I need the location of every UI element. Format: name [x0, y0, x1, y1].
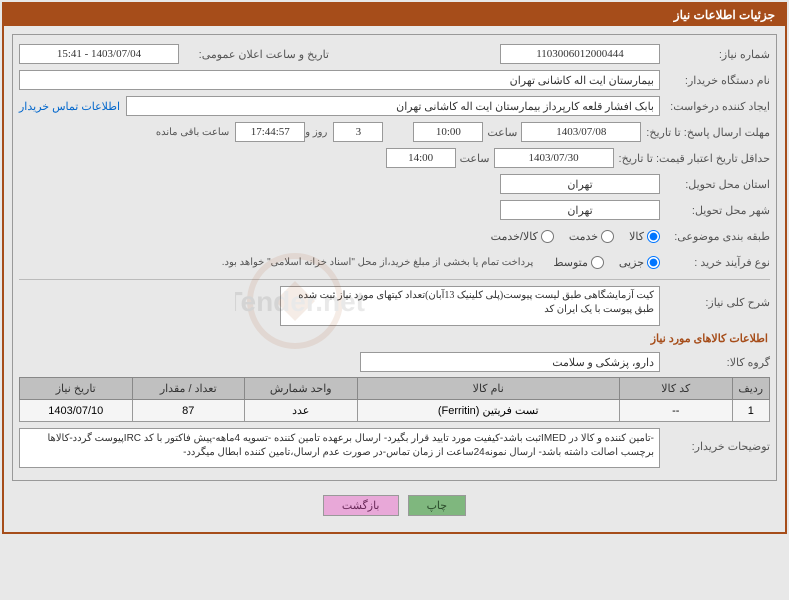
days-remaining-field[interactable]	[333, 122, 383, 142]
time-remaining-field[interactable]	[235, 122, 305, 142]
panel-header: جزئیات اطلاعات نیاز	[4, 4, 785, 26]
announce-label: تاریخ و ساعت اعلان عمومی:	[179, 48, 329, 61]
deadline-time-field[interactable]	[413, 122, 483, 142]
purchase-type-label: نوع فرآیند خرید :	[660, 256, 770, 269]
radio-motevaset-input[interactable]	[591, 256, 604, 269]
col-name: نام کالا	[357, 378, 620, 400]
radio-kala-khedmat[interactable]: کالا/خدمت	[491, 230, 554, 243]
purchase-note: پرداخت تمام یا بخشی از مبلغ خرید،از محل …	[222, 257, 534, 268]
footer-buttons: چاپ بازگشت	[12, 487, 777, 524]
radio-jozi-input[interactable]	[647, 256, 660, 269]
time-label-2: ساعت	[456, 152, 494, 165]
request-no-label: شماره نیاز:	[660, 48, 770, 61]
radio-kala-khedmat-input[interactable]	[541, 230, 554, 243]
content-area: شماره نیاز: تاریخ و ساعت اعلان عمومی: نا…	[4, 26, 785, 532]
radio-kala-input[interactable]	[647, 230, 660, 243]
radio-khedmat[interactable]: خدمت	[569, 230, 614, 243]
panel-title: جزئیات اطلاعات نیاز	[674, 8, 775, 22]
cell-idx: 1	[732, 400, 770, 422]
col-qty: تعداد / مقدار	[132, 378, 245, 400]
radio-kala[interactable]: کالا	[629, 230, 660, 243]
col-date: تاریخ نیاز	[20, 378, 133, 400]
creator-label: ایجاد کننده درخواست:	[660, 100, 770, 113]
print-button[interactable]: چاپ	[408, 495, 467, 516]
announce-field[interactable]	[19, 44, 179, 64]
category-label: طبقه بندی موضوعی:	[660, 230, 770, 243]
validity-time-field[interactable]	[386, 148, 456, 168]
cell-unit: عدد	[245, 400, 358, 422]
creator-field[interactable]	[126, 96, 660, 116]
delivery-province-label: استان محل تحویل:	[660, 178, 770, 191]
radio-motevaset[interactable]: متوسط	[553, 256, 604, 269]
goods-table: ردیف کد کالا نام کالا واحد شمارش تعداد /…	[19, 377, 770, 422]
validity-label: حداقل تاریخ اعتبار قیمت: تا تاریخ:	[614, 152, 770, 165]
cell-name: تست فریتین (Ferritin)	[357, 400, 620, 422]
days-label: روز و	[305, 127, 327, 138]
delivery-city-label: شهر محل تحویل:	[660, 204, 770, 217]
cell-code: --	[620, 400, 733, 422]
summary-textarea[interactable]	[280, 286, 660, 326]
goods-group-field[interactable]	[360, 352, 660, 372]
validity-date-field[interactable]	[494, 148, 614, 168]
buyer-notes-label: توضیحات خریدار:	[660, 428, 770, 453]
cell-date: 1403/07/10	[20, 400, 133, 422]
remaining-label: ساعت باقی مانده	[156, 127, 229, 138]
goods-section-header: اطلاعات کالاهای مورد نیاز	[21, 332, 768, 345]
cell-qty: 87	[132, 400, 245, 422]
main-panel: جزئیات اطلاعات نیاز شماره نیاز: تاریخ و …	[2, 2, 787, 534]
radio-jozi[interactable]: جزیی	[619, 256, 660, 269]
goods-group-label: گروه کالا:	[660, 356, 770, 369]
col-code: کد کالا	[620, 378, 733, 400]
delivery-province-field[interactable]	[500, 174, 660, 194]
table-row[interactable]: 1 -- تست فریتین (Ferritin) عدد 87 1403/0…	[20, 400, 770, 422]
time-label-1: ساعت	[483, 126, 521, 139]
buyer-org-label: نام دستگاه خریدار:	[660, 74, 770, 87]
contact-link[interactable]: اطلاعات تماس خریدار	[19, 100, 120, 113]
radio-khedmat-input[interactable]	[601, 230, 614, 243]
buyer-notes-box: -تامین کننده و کالا در IMEDثبت باشد-کیفی…	[19, 428, 660, 468]
deadline-label: مهلت ارسال پاسخ: تا تاریخ:	[641, 126, 770, 139]
purchase-radios: جزیی متوسط	[553, 256, 660, 269]
back-button[interactable]: بازگشت	[323, 495, 399, 516]
delivery-city-field[interactable]	[500, 200, 660, 220]
form-section: شماره نیاز: تاریخ و ساعت اعلان عمومی: نا…	[12, 34, 777, 481]
buyer-org-field[interactable]	[19, 70, 660, 90]
request-no-field[interactable]	[500, 44, 660, 64]
summary-label: شرح کلی نیاز:	[660, 286, 770, 309]
col-idx: ردیف	[732, 378, 770, 400]
category-radios: کالا خدمت کالا/خدمت	[491, 230, 660, 243]
deadline-date-field[interactable]	[521, 122, 641, 142]
col-unit: واحد شمارش	[245, 378, 358, 400]
